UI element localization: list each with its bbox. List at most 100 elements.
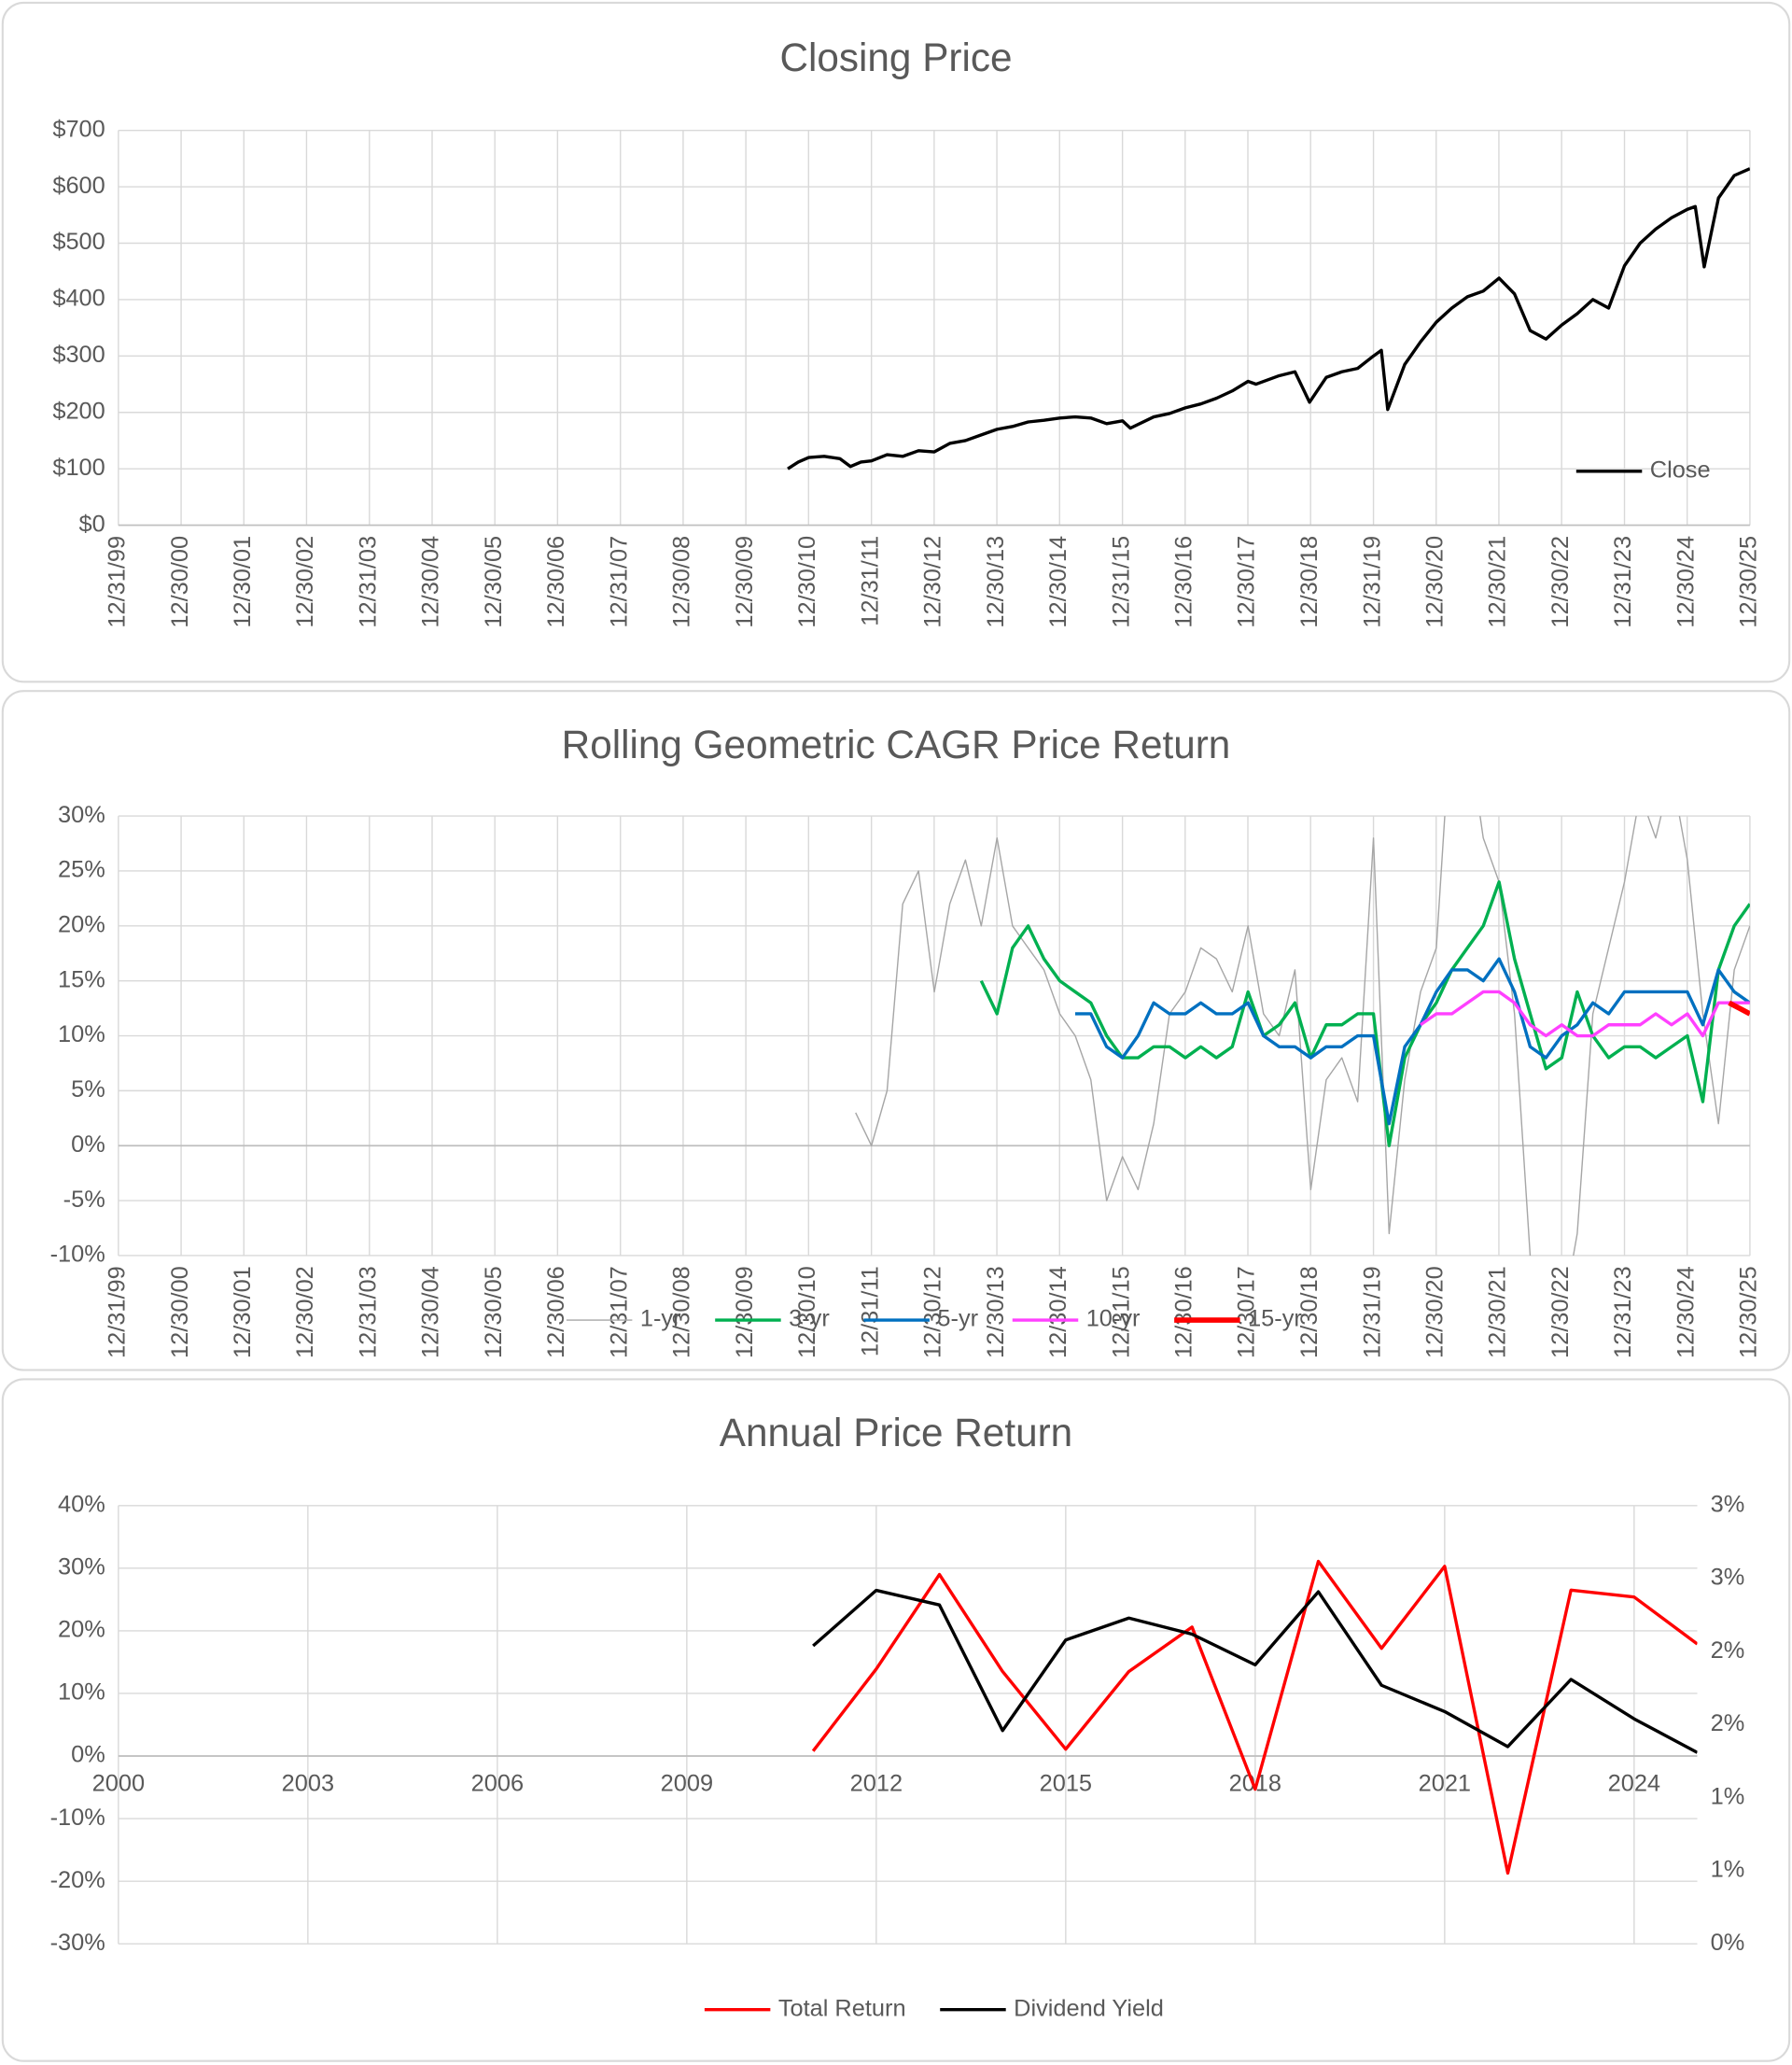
x-tick-label: 12/31/15 (1108, 1266, 1134, 1358)
x-tick-label: 12/31/11 (857, 1266, 883, 1356)
legend-label: Close (1650, 457, 1711, 483)
legend-label: Dividend Yield (1014, 1995, 1164, 2021)
x-tick-label: 12/30/10 (794, 536, 820, 628)
x-tick-label: 12/30/21 (1485, 1266, 1511, 1358)
y-tick-label: 0% (71, 1742, 105, 1768)
legend-label: 10-yr (1086, 1306, 1141, 1332)
x-tick-label: 12/30/10 (794, 1266, 820, 1358)
y-tick-label: 30% (58, 1554, 105, 1580)
x-tick-label: 12/30/04 (418, 536, 444, 628)
y2-tick-label: 1% (1711, 1783, 1745, 1809)
y-tick-label: 20% (58, 912, 105, 938)
x-tick-label: 12/30/25 (1736, 536, 1762, 628)
legend-item: Total Return (704, 1995, 906, 2021)
x-tick-label: 12/30/17 (1234, 1266, 1260, 1358)
x-tick-label: 12/30/20 (1421, 1266, 1448, 1358)
plot-area (811, 1559, 1698, 1875)
legend-label: 5-yr (937, 1306, 978, 1332)
x-tick-label: 12/30/02 (292, 536, 318, 628)
legend-item: 1-yr (566, 1306, 681, 1332)
x-tick-label: 12/30/24 (1673, 536, 1699, 628)
x-tick-label: 12/30/17 (1234, 536, 1260, 628)
y-tick-label: 0% (71, 1131, 105, 1158)
x-tick-label: 12/30/06 (543, 536, 569, 628)
x-tick-label: 12/30/08 (669, 1266, 695, 1358)
plot-area (855, 816, 1750, 1256)
x-tick-label: 12/31/03 (356, 536, 382, 628)
plot-area (787, 167, 1750, 471)
x-tick-label: 12/31/03 (356, 1266, 382, 1358)
chart-panel (1, 1378, 1791, 2062)
y-tick-label: 20% (58, 1617, 105, 1643)
y-tick-label: -5% (63, 1187, 105, 1213)
legend-label: 15-yr (1248, 1306, 1302, 1332)
y-tick-label: $400 (52, 286, 105, 312)
series-line (1075, 957, 1750, 1126)
x-tick-label: 2003 (282, 1771, 334, 1797)
x-tick-label: 12/31/11 (857, 536, 883, 626)
x-tick-label: 12/31/07 (606, 1266, 632, 1358)
series-line (1420, 990, 1750, 1038)
series-line (811, 1559, 1698, 1875)
x-tick-label: 12/30/00 (167, 1266, 193, 1358)
x-tick-label: 12/31/99 (105, 1266, 131, 1358)
legend-item: Close (1575, 457, 1711, 483)
chart-title: Closing Price (779, 35, 1012, 79)
y-tick-label: 25% (58, 857, 105, 883)
series-line (812, 1588, 1698, 1754)
x-tick-label: 12/30/12 (920, 536, 946, 628)
x-tick-label: 12/30/09 (732, 1266, 758, 1358)
y2-tick-label: 2% (1711, 1637, 1745, 1664)
y-tick-label: $0 (79, 511, 105, 537)
chart-panel (1, 690, 1791, 1371)
x-tick-label: 12/30/13 (983, 536, 1009, 628)
x-tick-label: 12/30/02 (292, 1266, 318, 1358)
legend-item: Dividend Yield (940, 1995, 1164, 2021)
y-tick-label: -30% (50, 1930, 105, 1956)
x-tick-label: 12/31/23 (1610, 536, 1636, 628)
y-tick-label: 5% (71, 1076, 105, 1103)
x-tick-label: 12/30/01 (230, 536, 256, 628)
chart-title: Annual Price Return (720, 1411, 1072, 1454)
y-tick-label: $300 (52, 342, 105, 368)
y-tick-label: 40% (58, 1491, 105, 1517)
legend-item: 5-yr (863, 1306, 979, 1332)
legend-label: 3-yr (789, 1306, 830, 1332)
legend-item: 10-yr (1012, 1306, 1141, 1332)
x-tick-label: 12/30/09 (732, 536, 758, 628)
series-line (787, 167, 1750, 471)
y2-tick-label: 1% (1711, 1857, 1745, 1883)
chart-panel (1, 1, 1791, 683)
legend-label: 1-yr (640, 1306, 681, 1332)
x-tick-label: 12/31/19 (1359, 536, 1385, 628)
x-tick-label: 12/30/05 (481, 536, 507, 628)
legend-item: 3-yr (715, 1306, 830, 1332)
series-line (979, 880, 1750, 1147)
series-line (855, 816, 1750, 1256)
x-tick-label: 12/31/15 (1108, 536, 1134, 628)
x-tick-label: 12/30/04 (418, 1266, 444, 1358)
y2-tick-label: 3% (1711, 1491, 1745, 1517)
x-tick-label: 12/30/16 (1171, 536, 1197, 628)
x-tick-label: 12/30/05 (481, 1266, 507, 1358)
y-tick-label: $600 (52, 173, 105, 199)
legend-label: Total Return (778, 1995, 906, 2021)
series-line (1728, 1000, 1750, 1017)
y-tick-label: -10% (50, 1805, 105, 1831)
y-tick-label: -20% (50, 1867, 105, 1893)
x-tick-label: 12/30/14 (1045, 536, 1071, 628)
y-tick-label: 30% (58, 802, 105, 828)
y-tick-label: 10% (58, 1021, 105, 1047)
x-tick-label: 12/30/22 (1547, 1266, 1574, 1358)
y2-tick-label: 2% (1711, 1710, 1745, 1736)
x-tick-label: 2006 (471, 1771, 524, 1797)
x-tick-label: 12/30/13 (983, 1266, 1009, 1358)
x-tick-label: 2012 (850, 1771, 903, 1797)
x-tick-label: 12/30/12 (920, 1266, 946, 1358)
y-tick-label: $700 (52, 116, 105, 142)
x-tick-label: 12/30/18 (1296, 536, 1323, 628)
x-tick-label: 12/30/22 (1547, 536, 1574, 628)
x-tick-label: 12/30/25 (1736, 1266, 1762, 1358)
